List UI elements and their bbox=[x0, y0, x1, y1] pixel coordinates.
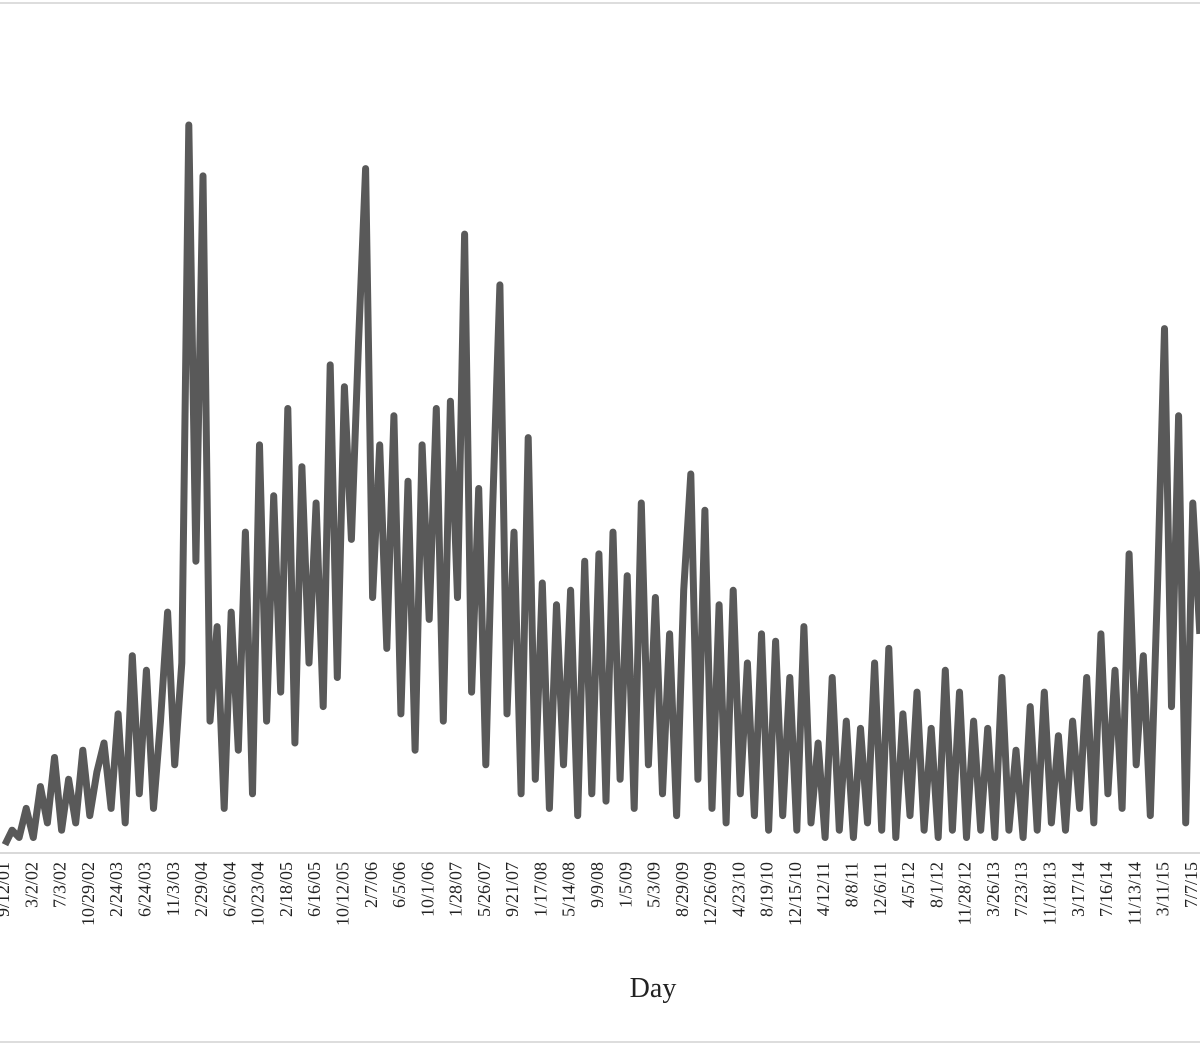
x-tick-label: 6/26/04 bbox=[219, 862, 239, 917]
x-tick-label: 1/17/08 bbox=[530, 862, 550, 917]
x-tick-label: 12/26/09 bbox=[700, 862, 720, 926]
x-tick-label: 5/26/07 bbox=[474, 862, 494, 917]
x-tick-label: 2/7/06 bbox=[361, 862, 381, 908]
x-tick-label: 8/29/09 bbox=[672, 862, 692, 917]
x-tick-label: 1/28/07 bbox=[446, 862, 466, 917]
x-tick-label: 3/26/13 bbox=[983, 862, 1003, 917]
x-tick-label: 4/23/10 bbox=[728, 862, 748, 917]
x-tick-label: 8/8/11 bbox=[842, 862, 862, 907]
x-tick-label: 11/3/03 bbox=[163, 862, 183, 916]
x-tick-label: 12/15/10 bbox=[785, 862, 805, 926]
x-tick-label: 6/16/05 bbox=[304, 862, 324, 917]
x-tick-label: 9/12/01 bbox=[0, 862, 13, 917]
x-tick-label: 2/24/03 bbox=[106, 862, 126, 917]
x-tick-label: 3/2/02 bbox=[21, 862, 41, 908]
x-tick-label: 1/5/09 bbox=[615, 862, 635, 908]
x-tick-label: 8/19/10 bbox=[757, 862, 777, 917]
x-tick-label: 8/1/12 bbox=[926, 862, 946, 908]
x-tick-label: 11/28/12 bbox=[955, 862, 975, 925]
x-tick-label: 9/9/08 bbox=[587, 862, 607, 908]
x-tick-label: 7/3/02 bbox=[50, 862, 70, 908]
x-tick-label: 3/11/15 bbox=[1153, 862, 1173, 916]
x-tick-label: 7/16/14 bbox=[1096, 862, 1116, 917]
data-line bbox=[1, 121, 1200, 847]
x-tick-label: 7/7/15 bbox=[1181, 862, 1200, 908]
x-tick-label: 6/5/06 bbox=[389, 862, 409, 908]
x-tick-label: 2/29/04 bbox=[191, 862, 211, 917]
x-tick-label: 10/1/06 bbox=[417, 862, 437, 917]
x-tick-label: 11/18/13 bbox=[1039, 862, 1059, 925]
x-tick-label: 9/21/07 bbox=[502, 862, 522, 917]
x-tick-label: 11/13/14 bbox=[1124, 862, 1144, 925]
x-tick-label: 5/3/09 bbox=[644, 862, 664, 908]
x-tick-label: 7/23/13 bbox=[1011, 862, 1031, 917]
x-tick-label: 6/24/03 bbox=[135, 862, 155, 917]
x-tick-label: 12/6/11 bbox=[870, 862, 890, 916]
x-axis-label: Day bbox=[630, 973, 677, 1004]
x-tick-label: 4/12/11 bbox=[813, 862, 833, 916]
x-tick-label: 3/17/14 bbox=[1068, 862, 1088, 917]
x-tick-label: 10/29/02 bbox=[78, 862, 98, 926]
x-tick-label: 4/5/12 bbox=[898, 862, 918, 908]
x-tick-label: 5/14/08 bbox=[559, 862, 579, 917]
x-tick-label: 10/23/04 bbox=[248, 862, 268, 926]
x-tick-label: 10/12/05 bbox=[332, 862, 352, 926]
x-tick-label: 2/18/05 bbox=[276, 862, 296, 917]
